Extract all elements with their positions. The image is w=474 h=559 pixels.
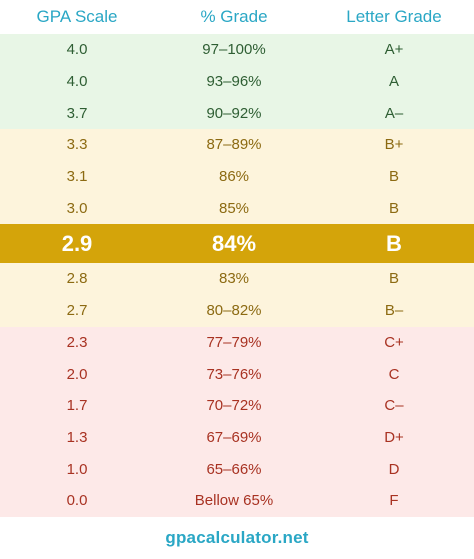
gpa-cell: 0.0 <box>66 492 88 510</box>
table-row: 0.0 Bellow 65% F <box>0 484 474 517</box>
percent-cell: 67–69% <box>206 428 262 446</box>
header-percent-grade: % Grade <box>200 7 268 26</box>
letter-cell: D+ <box>384 428 404 446</box>
letter-cell: B <box>388 168 399 186</box>
percent-cell: 83% <box>218 270 250 288</box>
percent-cell: 70–72% <box>206 397 262 415</box>
letter-cell: C– <box>384 397 404 415</box>
letter-cell: A– <box>384 104 404 122</box>
gpa-cell: 2.9 <box>61 230 93 256</box>
gpa-cell: 4.0 <box>66 73 88 91</box>
letter-cell: A <box>388 73 399 91</box>
table-row: 2.3 77–79% C+ <box>0 326 474 359</box>
letter-cell: B+ <box>384 136 404 154</box>
table-row: 2.7 80–82% B– <box>0 294 474 327</box>
table-row: 1.3 67–69% D+ <box>0 421 474 454</box>
table-row: 3.7 90–92% A– <box>0 97 474 130</box>
table-row: 3.1 86% B <box>0 160 474 193</box>
gpa-cell: 2.8 <box>66 270 88 288</box>
table-row: 3.0 85% B <box>0 192 474 225</box>
table-row: 2.8 83% B <box>0 263 474 295</box>
letter-cell: B <box>388 270 399 288</box>
gpa-cell: 2.7 <box>66 302 88 320</box>
table-row: 2.0 73–76% C <box>0 358 474 390</box>
percent-cell: 84% <box>211 230 257 256</box>
gpa-cell: 2.0 <box>66 365 88 383</box>
percent-cell: Bellow 65% <box>194 492 274 510</box>
letter-cell: A+ <box>384 41 404 59</box>
gpa-cell: 4.0 <box>66 41 88 59</box>
header-letter-grade: Letter Grade <box>346 7 442 26</box>
letter-cell: B– <box>384 302 404 320</box>
highlighted-row: 2.9 84% B <box>0 224 474 264</box>
percent-cell: 77–79% <box>206 333 262 351</box>
percent-cell: 73–76% <box>206 365 262 383</box>
gpa-cell: 1.7 <box>66 397 88 415</box>
percent-cell: 90–92% <box>206 104 262 122</box>
percent-cell: 93–96% <box>206 73 262 91</box>
gpa-cell: 3.0 <box>66 199 88 217</box>
gpa-cell: 3.1 <box>66 168 88 186</box>
table-row: 3.3 87–89% B+ <box>0 129 474 161</box>
percent-cell: 65–66% <box>206 460 262 478</box>
table-row: 4.0 93–96% A <box>0 65 474 98</box>
letter-cell: B <box>386 230 402 256</box>
letter-cell: C <box>388 365 400 383</box>
table-row: 1.0 65–66% D <box>0 453 474 485</box>
percent-cell: 97–100% <box>202 41 266 59</box>
letter-cell: D <box>388 460 400 478</box>
percent-cell: 86% <box>218 168 250 186</box>
gpa-cell: 1.0 <box>66 460 88 478</box>
header-gpa-scale: GPA Scale <box>36 7 118 26</box>
percent-cell: 80–82% <box>206 302 262 320</box>
gpa-cell: 1.3 <box>66 428 88 446</box>
letter-cell: B <box>388 199 399 217</box>
gpa-cell: 2.3 <box>66 333 88 351</box>
table-row: 4.0 97–100% A+ <box>0 34 474 66</box>
table-header: GPA Scale % Grade Letter Grade <box>0 0 474 34</box>
gpa-cell: 3.7 <box>66 104 88 122</box>
gpa-cell: 3.3 <box>66 136 88 154</box>
percent-cell: 87–89% <box>206 136 262 154</box>
percent-cell: 85% <box>218 199 250 217</box>
table-row: 1.7 70–72% C– <box>0 389 474 422</box>
site-footer: gpacalculator.net <box>0 516 474 559</box>
site-name: gpacalculator.net <box>165 527 309 547</box>
letter-cell: C+ <box>384 333 404 351</box>
letter-cell: F <box>389 492 399 510</box>
